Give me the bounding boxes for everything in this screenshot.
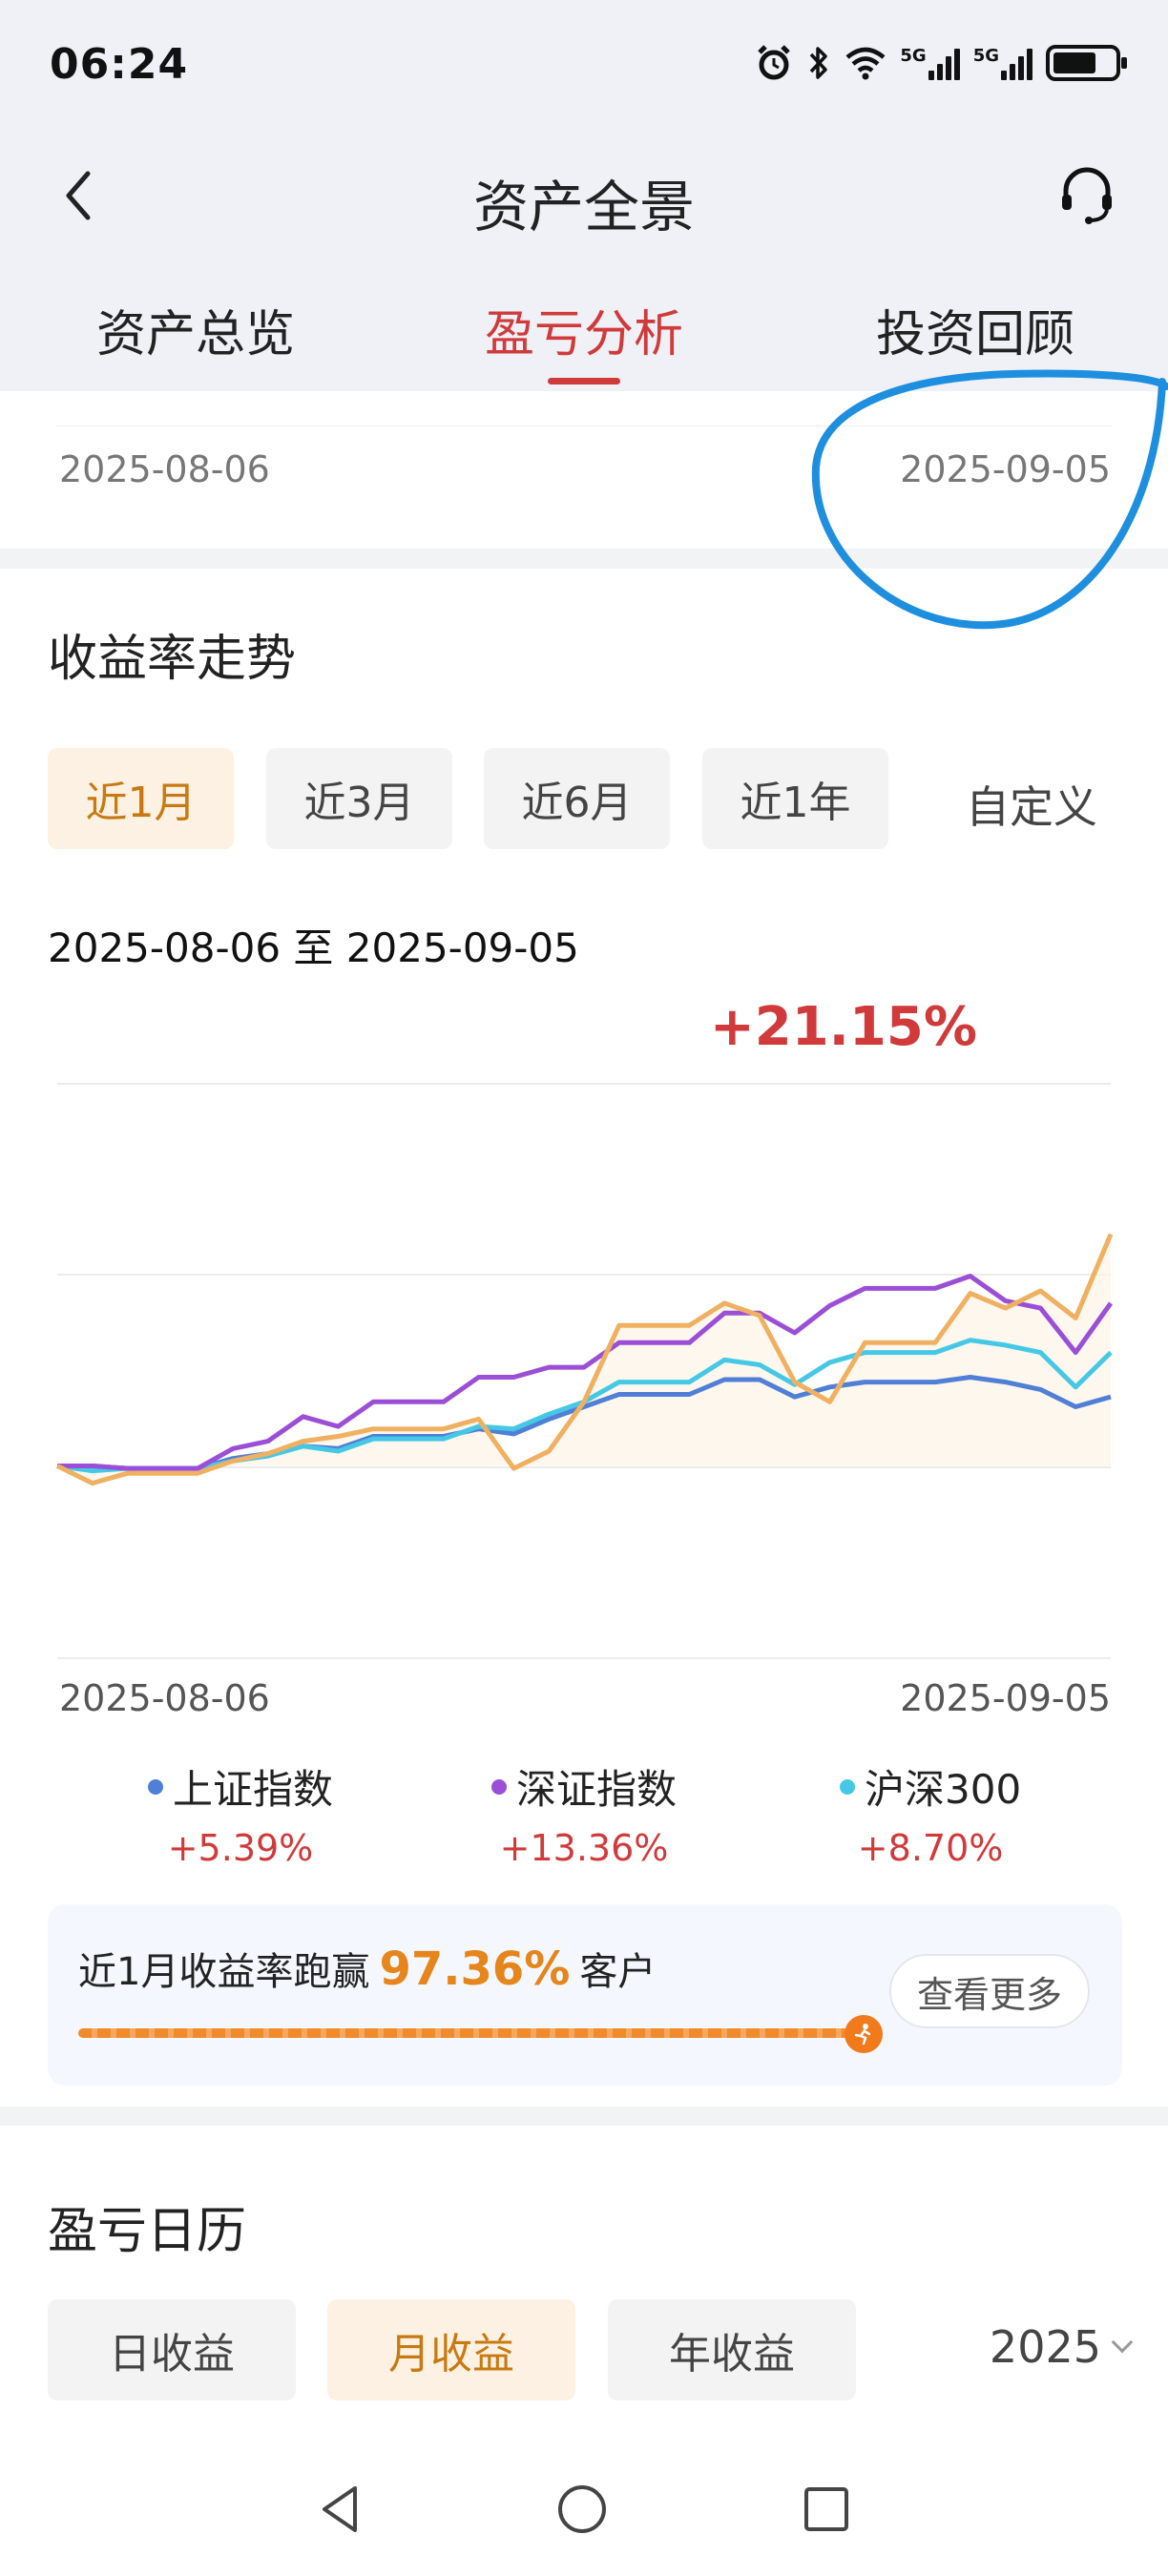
signal-5g-icon: 5G bbox=[900, 46, 960, 80]
period-custom-button[interactable]: 自定义 bbox=[966, 781, 1097, 833]
beat-suffix: 客户 bbox=[579, 1950, 657, 1994]
tab-investment-review[interactable]: 投资回顾 bbox=[875, 306, 1074, 364]
date-range-card: 2025-08-06 2025-09-05 bbox=[0, 391, 1168, 549]
period-1-month-button[interactable]: 近1月 bbox=[48, 748, 234, 849]
network-5g-label: 5G bbox=[900, 46, 927, 66]
total-return-value: +21.15% bbox=[709, 996, 977, 1058]
sse-index-line bbox=[57, 1375, 1112, 1471]
battery-icon bbox=[1046, 45, 1127, 81]
range-start-date: 2025-08-06 bbox=[59, 448, 270, 490]
chevron-left-icon bbox=[66, 171, 91, 220]
triangle-back-icon bbox=[323, 2486, 357, 2532]
period-6-month-button[interactable]: 近6月 bbox=[484, 748, 670, 849]
square-recents-icon bbox=[804, 2487, 848, 2531]
tab-bar: 资产总览 盈亏分析 投资回顾 bbox=[0, 277, 1168, 384]
beat-percent: 97.36% bbox=[379, 1942, 571, 1996]
top-header-area: 06:24 5G 5G 资产全景 bbox=[0, 0, 1168, 391]
trend-section-title: 收益率走势 bbox=[48, 631, 297, 688]
system-home-button[interactable] bbox=[553, 2481, 611, 2538]
legend-value-szse: +13.36% bbox=[499, 1827, 669, 1869]
alarm-icon bbox=[755, 44, 793, 82]
chart-range-text: 2025-08-06 至 2025-09-05 bbox=[48, 924, 579, 971]
signal-5g-icon-secondary: 5G bbox=[973, 46, 1032, 80]
system-recents-button[interactable] bbox=[798, 2481, 855, 2538]
status-time: 06:24 bbox=[50, 40, 189, 89]
nav-bar: 资产全景 bbox=[0, 143, 1168, 248]
beat-prefix: 近1月收益率跑赢 bbox=[78, 1950, 370, 1994]
system-back-button[interactable] bbox=[313, 2481, 370, 2538]
headset-icon bbox=[1062, 167, 1112, 224]
status-icons: 5G 5G bbox=[755, 44, 1127, 82]
customer-service-button[interactable] bbox=[1053, 162, 1120, 229]
return-trend-card: 收益率走势 近1月 近3月 近6月 近1年 自定义 2025-08-06 至 2… bbox=[0, 569, 1168, 2107]
circle-home-icon bbox=[558, 2485, 606, 2533]
page-title: 资产全景 bbox=[472, 175, 695, 239]
tab-profit-analysis[interactable]: 盈亏分析 bbox=[484, 306, 683, 364]
chart-axis-end-date: 2025-09-05 bbox=[900, 1677, 1111, 1719]
daily-profit-button[interactable]: 日收益 bbox=[48, 2299, 296, 2400]
system-nav-bar bbox=[0, 2452, 1168, 2576]
year-select-value: 2025 bbox=[989, 2321, 1101, 2373]
year-select[interactable]: 2025 bbox=[989, 2321, 1134, 2373]
network-5g-label-secondary: 5G bbox=[972, 46, 999, 66]
monthly-profit-button[interactable]: 月收益 bbox=[327, 2299, 575, 2400]
legend-dot-csi300 bbox=[840, 1778, 855, 1795]
legend-name-sse: 上证指数 bbox=[173, 1766, 334, 1813]
period-3-month-button[interactable]: 近3月 bbox=[266, 748, 452, 849]
legend-szse-index: 深证指数 +13.36% bbox=[491, 1757, 677, 1869]
range-end-date: 2025-09-05 bbox=[900, 448, 1111, 490]
active-tab-indicator bbox=[548, 378, 620, 384]
beat-text: 近1月收益率跑赢 97.36% 客户 bbox=[78, 1941, 656, 1996]
my-return-line bbox=[55, 1233, 1114, 1486]
legend-value-sse: +5.39% bbox=[167, 1827, 314, 1869]
my-return-area bbox=[57, 1234, 1111, 1484]
back-button[interactable] bbox=[53, 162, 111, 229]
legend-csi300-index: 沪深300 +8.70% bbox=[840, 1757, 1021, 1869]
chart-axis-start-date: 2025-08-06 bbox=[59, 1677, 270, 1719]
return-trend-chart bbox=[55, 1083, 1114, 1659]
legend-name-szse: 深证指数 bbox=[516, 1766, 678, 1813]
wifi-icon bbox=[845, 44, 886, 82]
calendar-section-title: 盈亏日历 bbox=[48, 2203, 247, 2260]
period-1-year-button[interactable]: 近1年 bbox=[702, 748, 888, 849]
tab-asset-overview[interactable]: 资产总览 bbox=[95, 306, 295, 364]
view-more-button[interactable]: 查看更多 bbox=[889, 1954, 1090, 2028]
beat-customers-box: 近1月收益率跑赢 97.36% 客户 查看更多 bbox=[48, 1904, 1122, 2086]
legend-name-csi300: 沪深300 bbox=[865, 1766, 1022, 1813]
szse-index-line bbox=[57, 1274, 1114, 1471]
legend-value-csi300: +8.70% bbox=[857, 1827, 1004, 1869]
chevron-down-icon bbox=[1111, 2331, 1134, 2354]
yearly-profit-button[interactable]: 年收益 bbox=[608, 2299, 856, 2400]
legend-dot-szse bbox=[491, 1778, 507, 1795]
bluetooth-icon bbox=[806, 44, 831, 82]
legend-dot-sse bbox=[148, 1778, 163, 1795]
runner-icon bbox=[845, 2015, 883, 2053]
legend-sse-index: 上证指数 +5.39% bbox=[148, 1757, 333, 1869]
status-bar: 06:24 5G 5G bbox=[0, 0, 1168, 134]
beat-progress-bar bbox=[78, 2028, 848, 2038]
